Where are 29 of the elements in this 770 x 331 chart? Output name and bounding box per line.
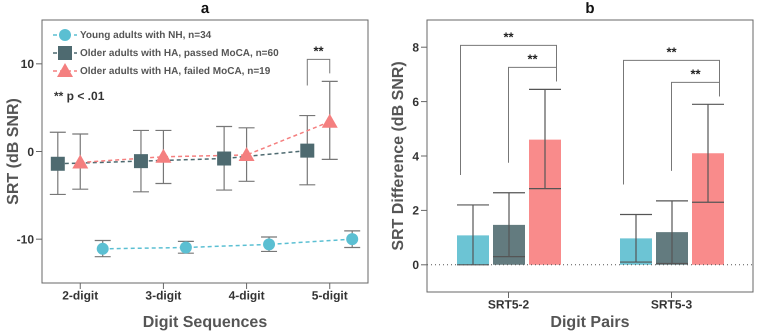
annotation: ** (690, 66, 702, 82)
y-tick-label: 10 (20, 57, 34, 72)
legend-label: Older adults with HA, failed MoCA, n=19 (80, 66, 270, 76)
y-tick-label: 8 (412, 40, 420, 54)
x-tick-label: 5-digit (312, 288, 348, 303)
x-tick-label: 4-digit (228, 288, 265, 303)
y-tick-label: 0 (412, 258, 420, 272)
y-tick-label: -10 (16, 232, 34, 246)
y-axis-title: SRT Difference (dB SNR) (390, 61, 408, 251)
y-tick-label: 4 (412, 149, 420, 164)
y-tick-label: 2 (412, 204, 420, 218)
annotation: ** (503, 29, 514, 44)
annotation: ** (527, 51, 538, 66)
x-tick-label: SRT5-3 (650, 298, 692, 312)
chart-title: b (584, 0, 596, 17)
x-tick-label: 2-digit (62, 288, 98, 303)
x-axis-title: Digit Pairs (550, 314, 630, 331)
annotation: ** (313, 43, 325, 58)
x-tick-label: 3-digit (145, 288, 182, 303)
annotation: ** (666, 44, 678, 60)
chart-title: a (200, 0, 210, 17)
x-axis-title: Digit Sequences (142, 314, 268, 331)
x-tick-label: SRT5-2 (488, 298, 530, 312)
annotation: ** p < .01 (54, 89, 105, 103)
legend-label: Older adults with HA, passed MoCA, n=60 (80, 48, 279, 58)
y-tick-label: 6 (412, 94, 420, 109)
y-tick-label: 0 (27, 144, 34, 159)
legend-label: Young adults with NH, n=34 (80, 30, 212, 40)
y-axis-title: SRT (dB SNR) (5, 98, 22, 205)
